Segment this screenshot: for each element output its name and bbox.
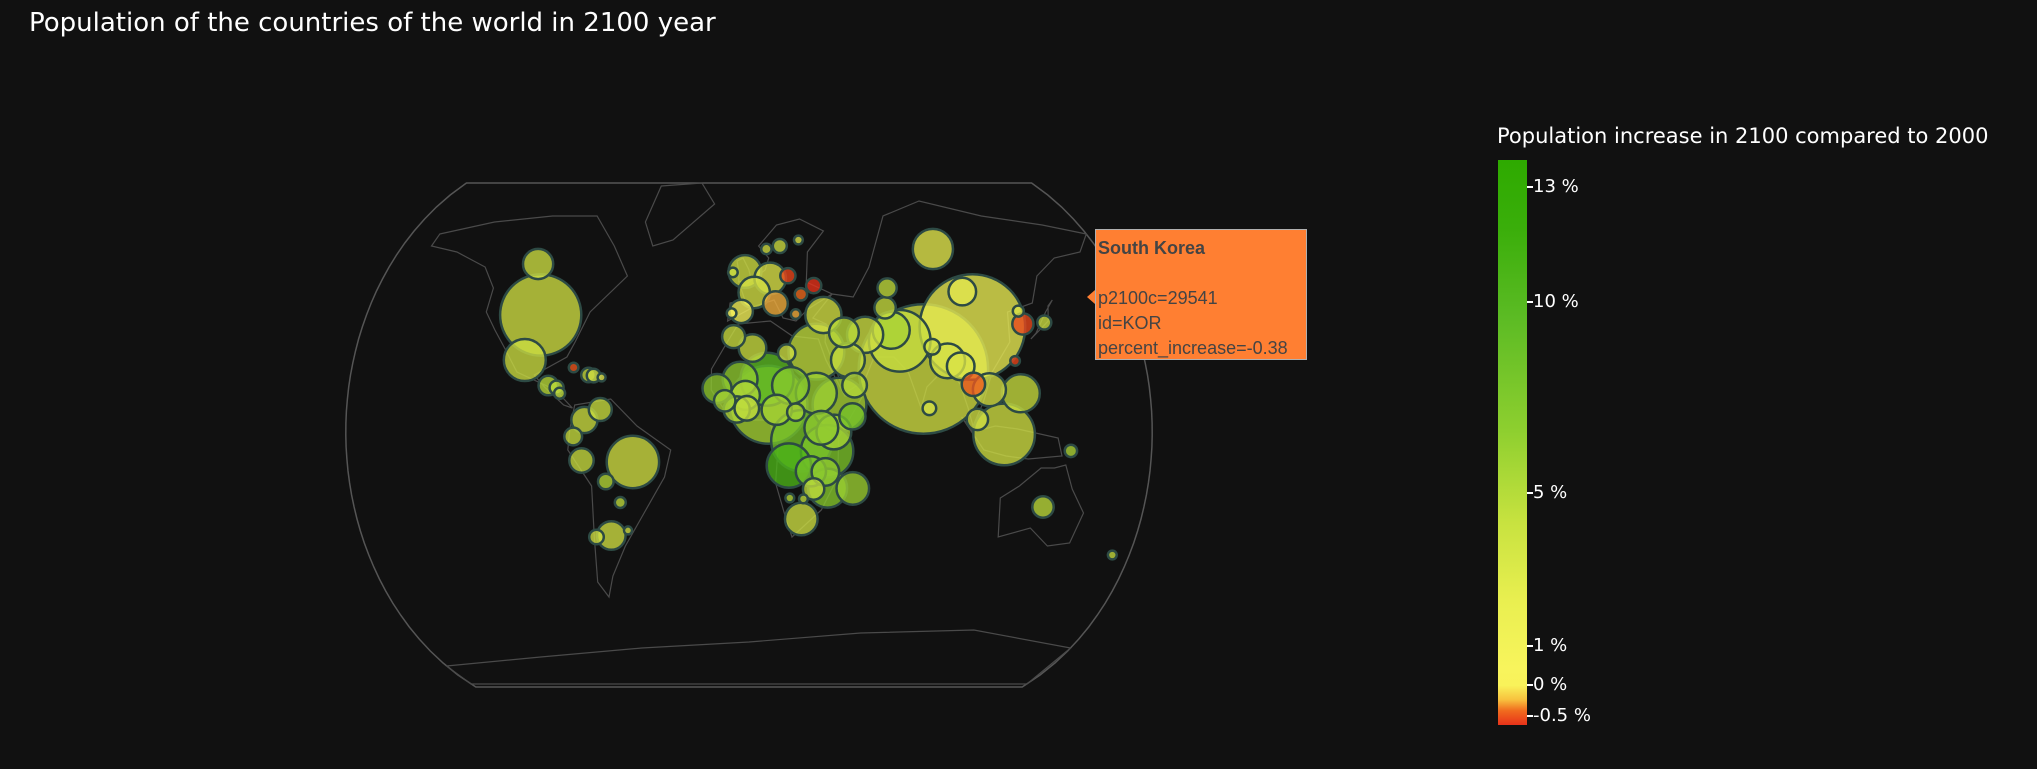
bubble-lby[interactable] [776,343,797,364]
tooltip-population: p2100c=29541 [1098,288,1218,308]
bubble-rou[interactable] [793,286,809,302]
colorbar-tick [1527,644,1533,647]
colorbar-tick [1527,714,1533,717]
bubble-grc[interactable] [789,308,802,321]
outline-antarctica [444,629,1072,685]
colorbar-tick-label: -0.5 % [1533,704,1591,726]
bubble-irl[interactable] [726,266,739,279]
bubble-mar[interactable] [720,323,747,350]
bubble-chl[interactable] [587,528,606,546]
bubble-kaz[interactable] [876,277,898,299]
bubble-mng[interactable] [947,276,978,307]
bubble-jpn[interactable] [1036,314,1053,331]
bubble-nor[interactable] [759,242,773,256]
colorbar-tick [1527,491,1533,494]
bubble-can[interactable] [521,247,555,281]
bubble-rus[interactable] [911,227,955,271]
tooltip-arrow [1087,290,1095,304]
bubble-caf[interactable] [785,402,806,423]
chart-title: Population of the countries of the world… [29,8,716,38]
bubble-bwa[interactable] [797,493,810,505]
bubble-phl[interactable] [1000,373,1042,414]
bubble-uzb[interactable] [873,295,898,320]
bubble-mdg[interactable] [835,470,871,506]
bubble-ecu[interactable] [563,426,584,447]
bubble-ven[interactable] [587,396,614,423]
bubble-ita[interactable] [761,290,790,318]
bubble-ury[interactable] [622,525,634,536]
bubble-pry[interactable] [613,495,628,510]
outline-greenland [644,182,716,247]
bubble-twn[interactable] [1009,354,1022,367]
colorbar-tick-label: 5 % [1533,481,1568,503]
tooltip-country: South Korea [1098,238,1206,258]
bubble-mys[interactable] [965,407,990,432]
bubble-bra[interactable] [605,434,661,490]
hover-tooltip: South Korea p2100c=29541 id=KOR percent_… [1095,229,1307,360]
colorbar-title: Population increase in 2100 compared to … [1497,124,1989,148]
bubble-zwe[interactable] [801,477,826,501]
bubble-cub[interactable] [567,361,580,374]
bubble-irq[interactable] [827,316,861,349]
colorbar-tick [1527,684,1533,687]
bubble-pol[interactable] [779,266,797,285]
bubble-nzl[interactable] [1106,549,1118,561]
colorbar-tick-label: 0 % [1533,674,1568,696]
bubble-gha[interactable] [733,394,761,422]
bubble-nic[interactable] [552,386,567,401]
colorbar-tick [1527,300,1533,303]
tooltip-percent: percent_increase=-0.38 [1098,338,1288,358]
colorbar [1498,160,1527,725]
bubble-ukr[interactable] [804,276,823,295]
bubble-mex[interactable] [502,337,548,383]
bubble-prt[interactable] [725,307,738,320]
bubble-lka[interactable] [921,400,938,417]
bubble-yem[interactable] [841,371,869,399]
bubble-prk[interactable] [1011,304,1026,318]
bubble-pri[interactable] [596,372,607,383]
bubble-npl[interactable] [923,337,942,356]
bubble-zaf[interactable] [783,501,819,537]
colorbar-tick-label: 1 % [1533,634,1568,656]
country-bubbles[interactable] [498,227,1118,561]
bubble-gin[interactable] [712,388,737,413]
bubble-sau[interactable] [829,341,867,379]
bubble-nam[interactable] [784,492,796,504]
bubble-png[interactable] [1063,443,1079,459]
colorbar-tick-label: 13 % [1533,175,1579,197]
bubble-fin[interactable] [792,234,805,246]
bubble-som[interactable] [838,402,867,431]
bubble-tha[interactable] [960,371,987,398]
bubble-aus[interactable] [1031,495,1055,519]
colorbar-tick-label: 10 % [1533,290,1579,312]
bubble-per[interactable] [568,447,595,474]
bubble-swe[interactable] [771,237,789,255]
tooltip-id: id=KOR [1098,313,1162,333]
bubble-uga[interactable] [803,409,840,446]
bubble-bol[interactable] [596,472,615,491]
outline-north-america [430,215,629,409]
outline-australia [997,464,1085,547]
colorbar-tick [1527,185,1533,188]
